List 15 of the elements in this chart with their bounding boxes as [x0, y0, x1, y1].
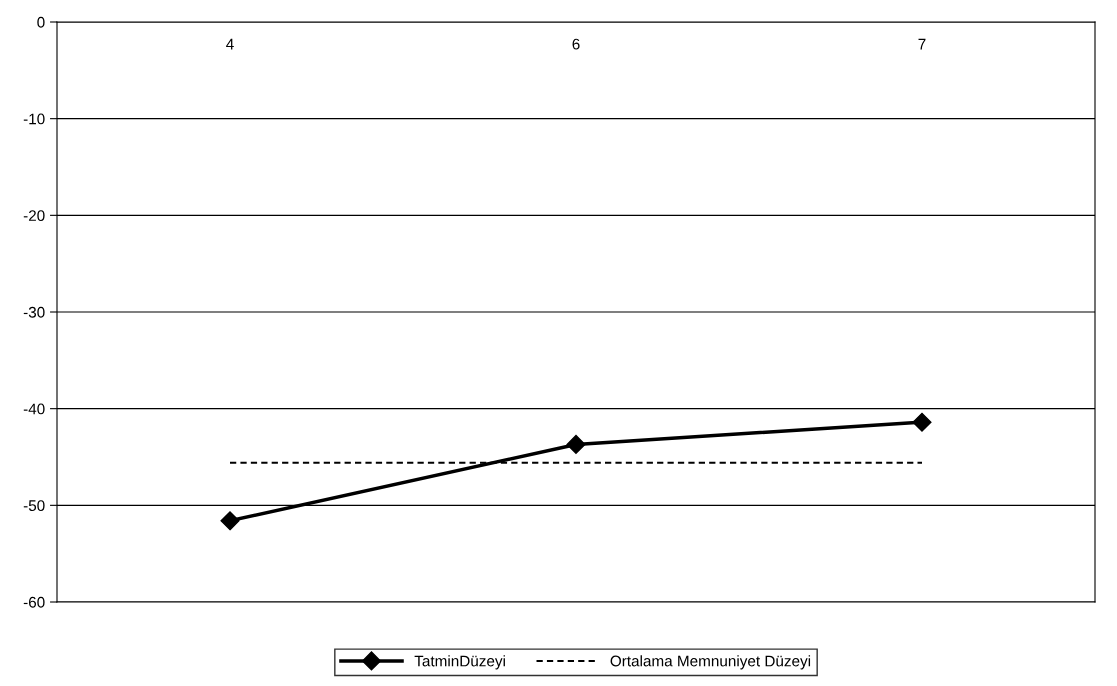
- point: [566, 434, 586, 454]
- x-tick-label: 7: [918, 38, 926, 50]
- y-tick-label: -40: [23, 403, 45, 415]
- y-tick-label: -50: [23, 500, 45, 512]
- y-tick-label: -60: [23, 596, 45, 608]
- x-tick-label: 4: [226, 38, 234, 50]
- x-tick-label: 6: [572, 38, 580, 50]
- point: [220, 511, 240, 531]
- y-tick-label: 0: [37, 16, 45, 28]
- legend-label: TatminDüzeyi: [414, 655, 505, 670]
- y-tick-label: -10: [23, 113, 45, 125]
- legend-label: Ortalama Memnuniyet Düzeyi: [610, 655, 811, 670]
- y-tick-label: -20: [23, 210, 45, 222]
- y-tick-label: -30: [23, 306, 45, 318]
- point: [912, 412, 932, 432]
